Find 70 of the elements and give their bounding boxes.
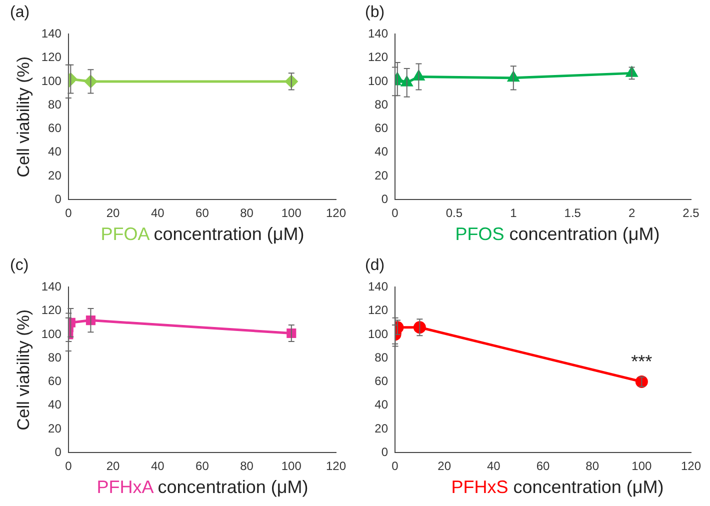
- y-tick-label: 100: [41, 326, 62, 341]
- y-tick-label: 20: [374, 168, 388, 182]
- x-tick-label: 100: [281, 206, 302, 220]
- x-axis-title: PFHxA concentration (μM): [96, 477, 308, 497]
- y-tick-label: 40: [374, 144, 388, 159]
- chart-title: (d): [365, 257, 385, 275]
- x-tick-label: 40: [150, 206, 165, 220]
- x-tick-label: 120: [680, 459, 702, 474]
- x-tick-label: 0: [65, 459, 72, 474]
- x-tick-label: 0: [392, 206, 399, 220]
- y-tick-label: 140: [368, 26, 388, 41]
- y-tick-label: 0: [381, 444, 388, 459]
- x-tick-label: 100: [632, 459, 652, 474]
- y-tick-label: 60: [374, 374, 388, 388]
- y-tick-label: 100: [41, 74, 62, 88]
- x-tick-label: 60: [196, 459, 210, 474]
- y-axis-title: Cell viability (%): [14, 309, 33, 430]
- x-tick-label: 2.5: [682, 206, 700, 220]
- chart-title: (b): [365, 4, 385, 22]
- y-tick-label: 60: [48, 121, 62, 136]
- y-tick-label: 40: [48, 398, 62, 412]
- y-tick-label: 80: [48, 350, 62, 364]
- x-tick-label: 0.5: [446, 206, 463, 220]
- x-tick-label: 60: [196, 206, 210, 220]
- y-tick-label: 0: [54, 444, 62, 459]
- x-tick-label: 40: [150, 459, 165, 474]
- y-tick-label: 140: [41, 280, 62, 294]
- y-tick-label: 80: [374, 97, 388, 112]
- chart-title: (a): [10, 4, 30, 22]
- x-tick-label: 80: [586, 459, 600, 474]
- y-tick-label: 80: [374, 350, 388, 364]
- y-tick-label: 120: [41, 303, 62, 318]
- x-tick-label: 20: [106, 206, 120, 220]
- y-tick-label: 40: [48, 144, 62, 159]
- y-tick-label: 120: [41, 50, 62, 64]
- x-axis-title: PFHxS concentration (μM): [451, 477, 664, 497]
- y-tick-label: 120: [368, 50, 388, 64]
- chart-title: (c): [10, 257, 29, 275]
- x-axis-title: PFOA concentration (μM): [100, 224, 304, 244]
- x-tick-label: 20: [106, 459, 120, 474]
- y-tick-label: 60: [374, 121, 388, 136]
- y-axis-title: Cell viability (%): [14, 56, 33, 178]
- x-tick-label: 120: [326, 459, 346, 474]
- x-tick-label: 60: [536, 459, 550, 474]
- x-axis-title: PFOS concentration (μM): [455, 224, 660, 244]
- x-tick-label: 120: [326, 206, 346, 220]
- x-tick-label: 100: [281, 459, 302, 474]
- x-tick-label: 80: [240, 206, 254, 220]
- x-tick-label: 80: [240, 459, 254, 474]
- y-tick-label: 20: [48, 168, 62, 182]
- x-tick-label: 0: [65, 206, 72, 220]
- y-tick-label: 20: [48, 421, 62, 436]
- x-tick-label: 40: [487, 459, 501, 474]
- y-tick-label: 100: [368, 74, 388, 88]
- y-tick-label: 80: [48, 97, 62, 112]
- y-tick-label: 0: [381, 192, 388, 206]
- y-tick-label: 0: [54, 192, 62, 206]
- x-tick-label: 2: [628, 206, 636, 220]
- y-tick-label: 100: [368, 326, 388, 341]
- y-tick-label: 20: [374, 421, 388, 436]
- x-tick-label: 20: [438, 459, 452, 474]
- annotation: ***: [631, 352, 652, 372]
- y-tick-label: 140: [41, 26, 62, 41]
- x-tick-label: 1.5: [564, 206, 582, 220]
- y-tick-label: 140: [368, 280, 388, 294]
- y-tick-label: 120: [368, 303, 388, 318]
- y-tick-label: 60: [48, 374, 62, 388]
- y-tick-label: 40: [374, 398, 388, 412]
- x-tick-label: 1: [510, 206, 518, 220]
- x-tick-label: 0: [392, 459, 399, 474]
